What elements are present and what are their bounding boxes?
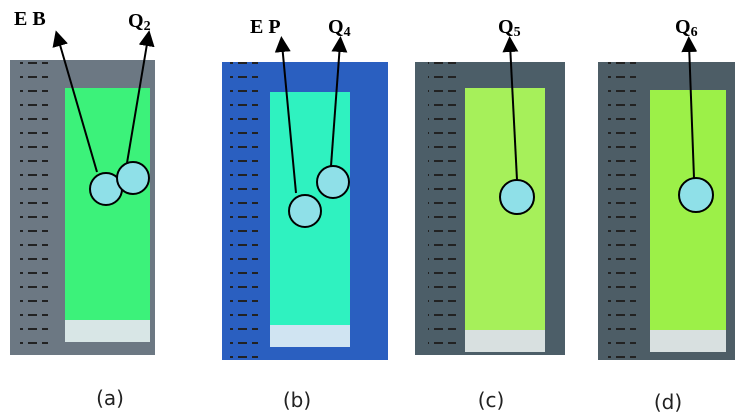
panel-d: [598, 62, 735, 360]
panel-c: [415, 62, 565, 355]
label-q6: Q6: [675, 16, 698, 40]
label-letter: Q: [498, 16, 514, 38]
caption: (d): [654, 390, 682, 414]
caption: (b): [283, 388, 311, 412]
label-ep: E P: [250, 16, 281, 38]
label-q5: Q5: [498, 16, 521, 40]
label-letter: Q: [128, 10, 144, 32]
label-sub: 4: [344, 25, 351, 40]
label-q4: Q4: [328, 16, 351, 40]
caption: (c): [478, 388, 505, 412]
figure: E B Q2 E P Q4 Q5 Q6 (a) (b) (c) (d): [0, 0, 737, 418]
label-sub: 6: [691, 25, 698, 40]
caption: (a): [96, 386, 124, 410]
panel-a: [10, 60, 155, 355]
label-q2: Q2: [128, 10, 151, 34]
label-letter: Q: [675, 16, 691, 38]
label-sub: 5: [514, 25, 521, 40]
panel-b: [222, 62, 388, 360]
label-eb: E B: [14, 8, 46, 30]
label-sub: 2: [144, 19, 151, 34]
label-letter: Q: [328, 16, 344, 38]
